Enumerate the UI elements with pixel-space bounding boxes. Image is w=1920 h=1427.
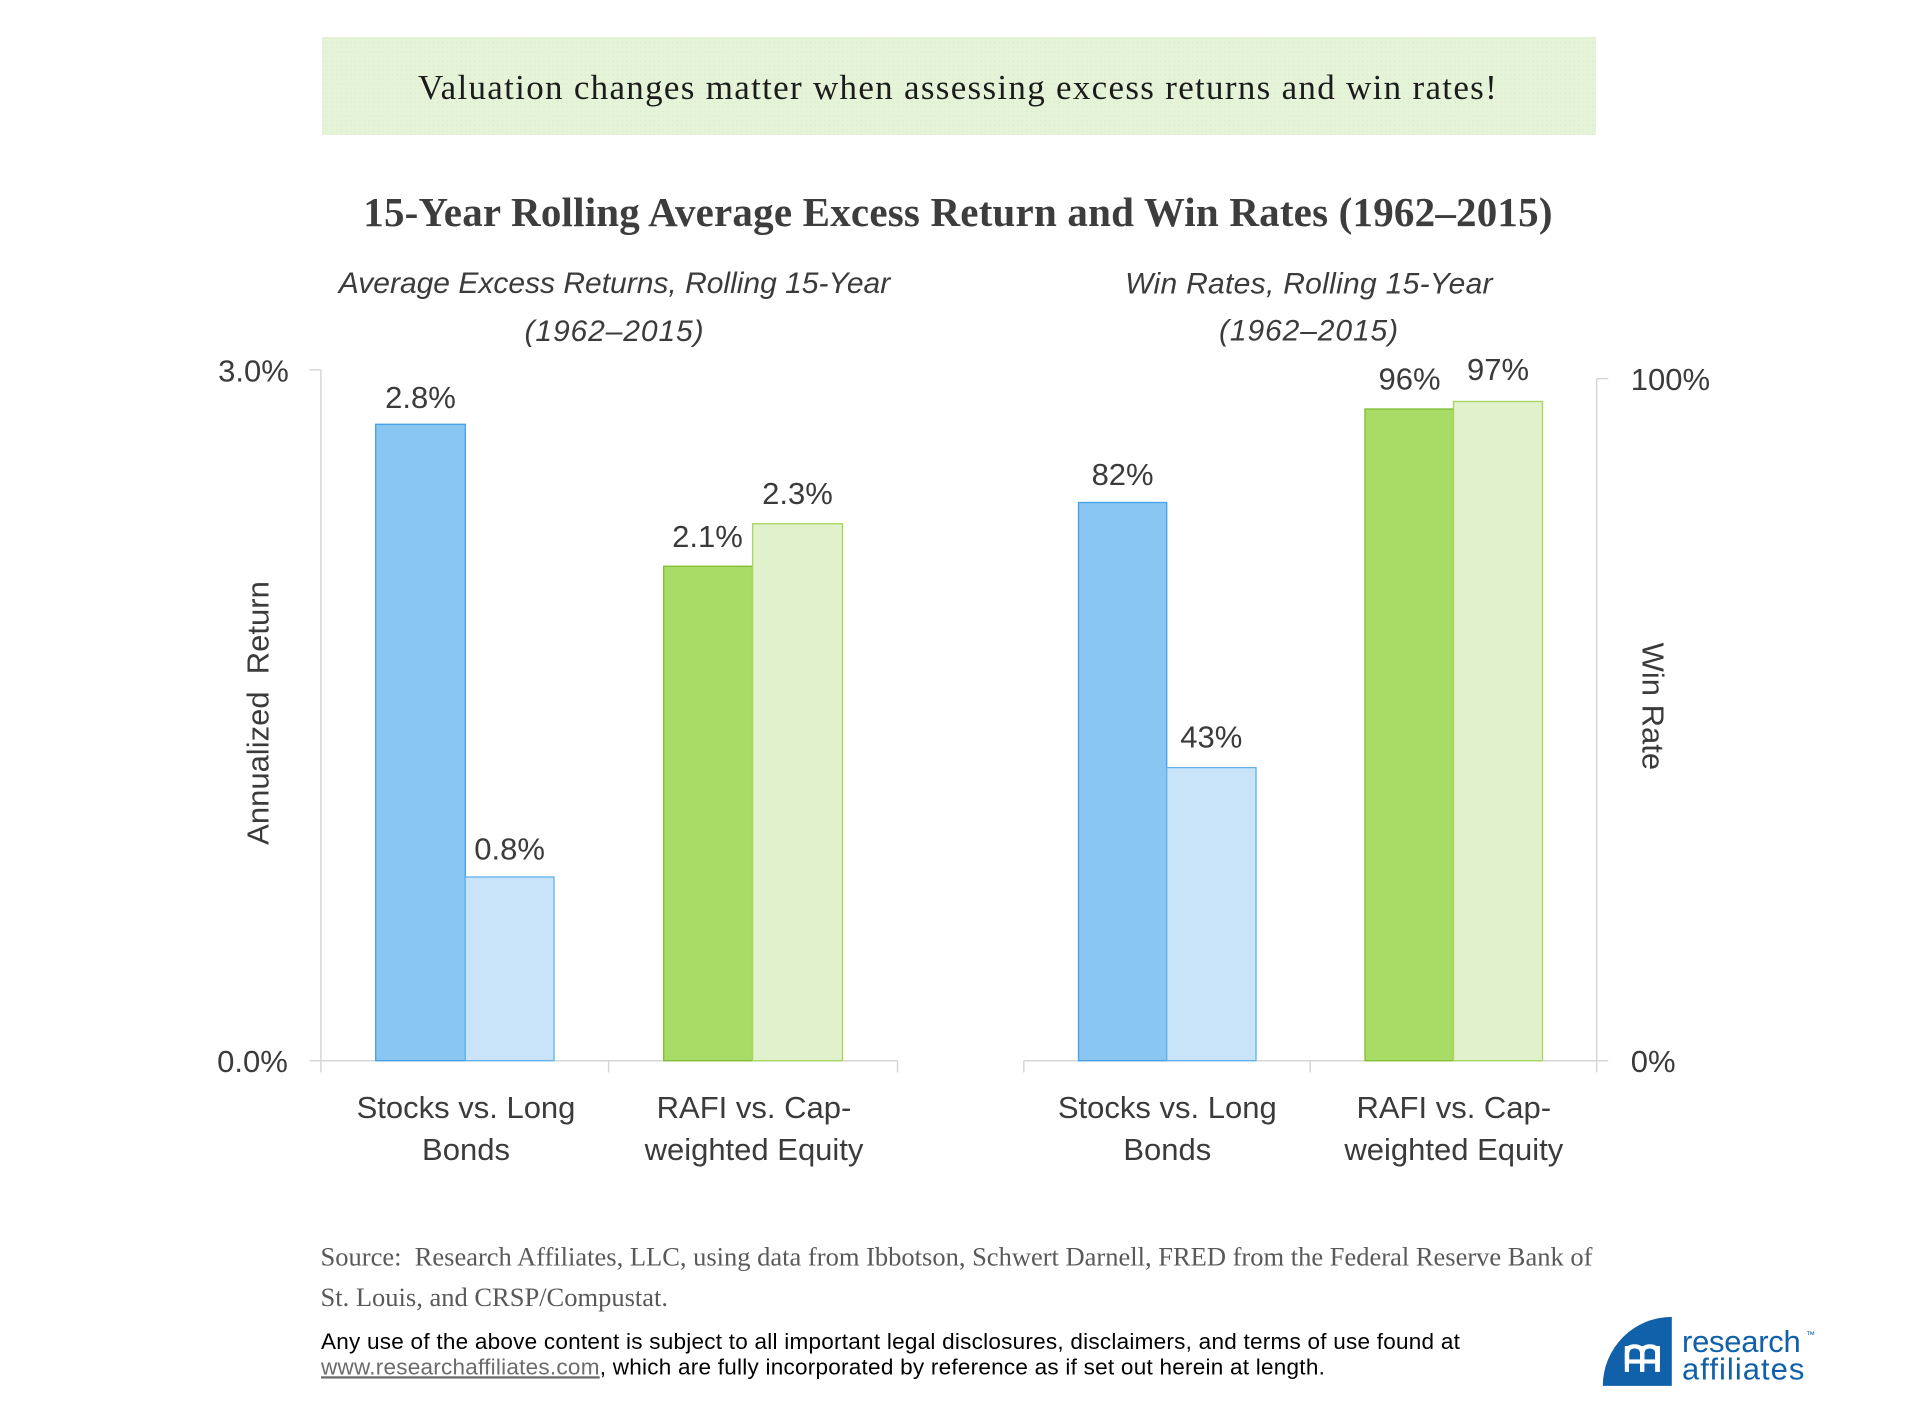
svg-text:(1962–2015): (1962–2015) <box>1219 314 1399 347</box>
svg-text:research: research <box>1682 1324 1801 1359</box>
svg-text:100%: 100% <box>1631 362 1710 397</box>
svg-text:82%: 82% <box>1092 457 1154 492</box>
svg-text:97%: 97% <box>1467 352 1529 387</box>
svg-text:Annualized Return: Annualized Return <box>241 581 276 845</box>
svg-text:Average Excess Returns, Rollin: Average Excess Returns, Rolling 15-Year <box>337 267 891 300</box>
svg-text:43%: 43% <box>1180 719 1242 754</box>
svg-text:0.8%: 0.8% <box>474 831 545 866</box>
svg-text:96%: 96% <box>1378 361 1440 396</box>
svg-text:2.1%: 2.1% <box>672 519 743 554</box>
svg-text:www.researchaffiliates.com, wh: www.researchaffiliates.com, which are fu… <box>320 1354 1325 1379</box>
svg-text:affiliates: affiliates <box>1682 1351 1805 1386</box>
svg-text:0%: 0% <box>1631 1044 1676 1079</box>
svg-text:15-Year Rolling Average Excess: 15-Year Rolling Average Excess Return an… <box>363 189 1552 235</box>
svg-text:0.0%: 0.0% <box>217 1044 288 1079</box>
svg-text:St. Louis, and CRSP/Compustat.: St. Louis, and CRSP/Compustat. <box>321 1282 669 1312</box>
svg-text:3.0%: 3.0% <box>218 353 289 388</box>
svg-text:2.3%: 2.3% <box>762 476 833 511</box>
svg-text:RAFI vs. Cap-: RAFI vs. Cap- <box>1356 1090 1551 1125</box>
svg-text:2.8%: 2.8% <box>385 380 456 415</box>
svg-text:RAFI vs. Cap-: RAFI vs. Cap- <box>657 1090 852 1125</box>
svg-text:Stocks vs. Long: Stocks vs. Long <box>1058 1090 1277 1125</box>
svg-text:weighted Equity: weighted Equity <box>644 1132 864 1167</box>
svg-text:Win Rate: Win Rate <box>1636 643 1671 770</box>
svg-text:Any use of the above content i: Any use of the above content is subject … <box>321 1329 1461 1354</box>
svg-text:Win Rates, Rolling 15-Year: Win Rates, Rolling 15-Year <box>1125 267 1493 300</box>
svg-text:Stocks vs. Long: Stocks vs. Long <box>357 1090 576 1125</box>
svg-text:weighted Equity: weighted Equity <box>1343 1132 1563 1167</box>
svg-text:Bonds: Bonds <box>1123 1132 1211 1167</box>
svg-text:™: ™ <box>1806 1330 1815 1340</box>
svg-text:Source: Research Affiliates,: Source: Research Affiliates, LLC, using … <box>321 1242 1593 1272</box>
svg-text:Bonds: Bonds <box>422 1132 510 1167</box>
svg-text:(1962–2015): (1962–2015) <box>524 315 704 348</box>
svg-text:Valuation changes matter when: Valuation changes matter when assessing … <box>418 68 1498 107</box>
